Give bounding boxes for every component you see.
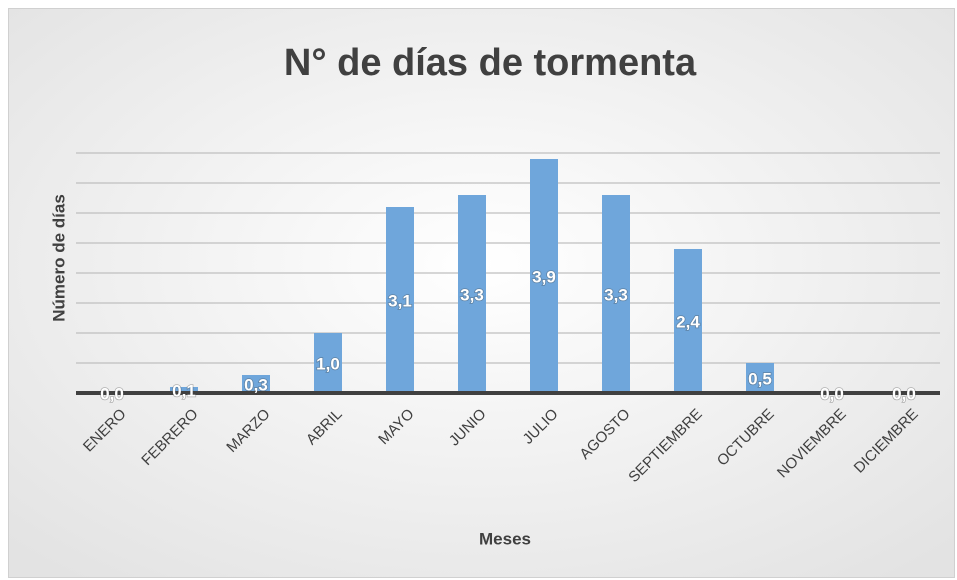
bar xyxy=(602,195,630,393)
data-label: 0,0 xyxy=(820,384,844,403)
bar xyxy=(674,249,702,393)
bar xyxy=(242,375,270,393)
chart-title: N° de días de tormenta xyxy=(284,42,697,84)
bar xyxy=(746,363,774,393)
data-label: 0,0 xyxy=(892,384,916,403)
data-label: 0,0 xyxy=(100,384,124,403)
bar xyxy=(170,387,198,393)
bar xyxy=(458,195,486,393)
y-axis-title: Número de días xyxy=(49,194,68,322)
bar xyxy=(386,207,414,393)
data-label: 3,1 xyxy=(388,291,412,310)
bar xyxy=(530,159,558,393)
data-label: 3,3 xyxy=(460,285,484,304)
data-label: 3,9 xyxy=(532,267,556,286)
data-label: 0,5 xyxy=(748,369,772,388)
data-label: 3,3 xyxy=(604,285,628,304)
data-label: 1,0 xyxy=(316,354,340,373)
data-label: 0,3 xyxy=(244,375,268,394)
data-label: 0,1 xyxy=(172,381,196,400)
data-label: 2,4 xyxy=(676,312,700,331)
bar xyxy=(314,333,342,393)
x-axis-title: Meses xyxy=(479,529,531,548)
